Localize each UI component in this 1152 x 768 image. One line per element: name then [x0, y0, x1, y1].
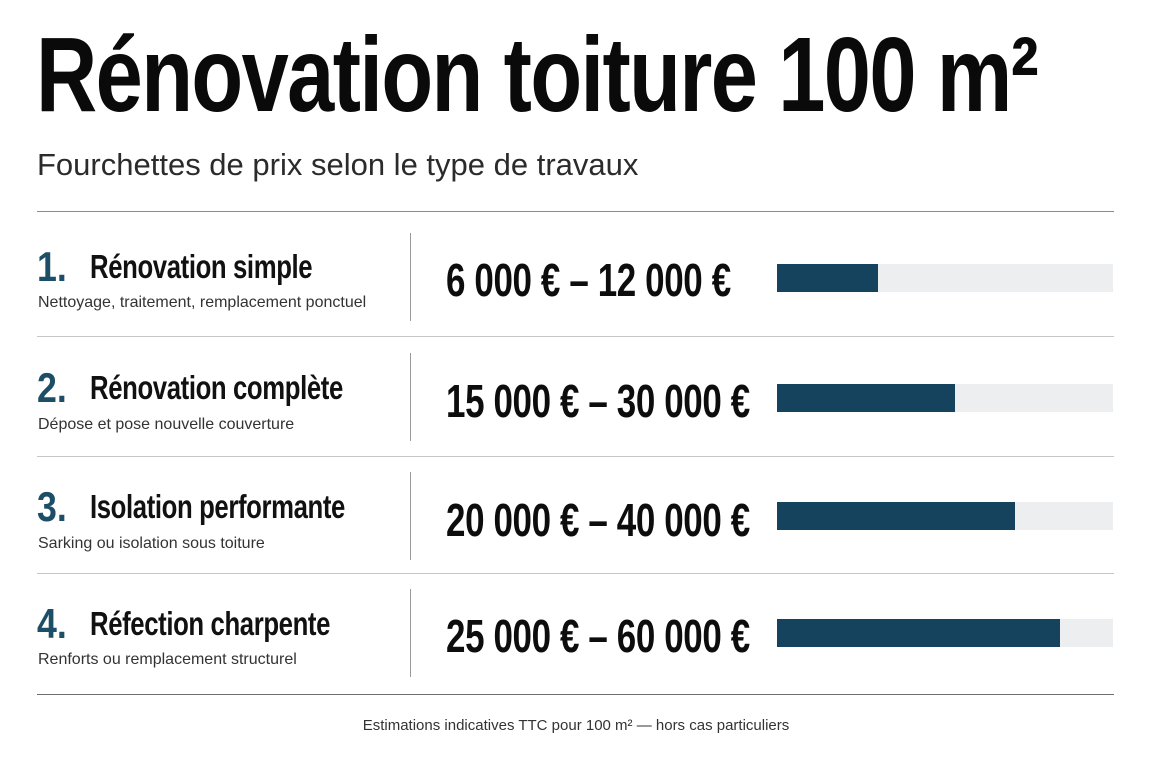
row-description: Sarking ou isolation sous toiture	[38, 535, 265, 552]
bottom-divider	[37, 694, 1114, 695]
row-separator	[37, 573, 1114, 574]
bar-rect	[777, 502, 1015, 530]
page-title: Rénovation toiture 100 m²	[36, 16, 1039, 134]
row-description: Nettoyage, traitement, remplacement ponc…	[38, 294, 367, 311]
row-description: Renforts ou remplacement structurel	[38, 651, 297, 668]
row-divider	[410, 353, 411, 441]
row-price-range: 20 000 € – 40 000 €	[446, 494, 750, 546]
bar-rect	[777, 384, 955, 412]
row-category-label: Rénovation complète	[90, 369, 343, 406]
row-category-label: Rénovation simple	[90, 248, 313, 285]
bar-track	[777, 502, 1113, 530]
footnote: Estimations indicatives TTC pour 100 m² …	[362, 717, 790, 734]
row-category-label: Réfection charpente	[90, 605, 331, 642]
row-number: 2.	[37, 364, 67, 411]
row-divider	[410, 472, 411, 560]
row-description: Dépose et pose nouvelle couverture	[38, 416, 295, 433]
bar-track	[777, 384, 1113, 412]
row-price-range: 15 000 € – 30 000 €	[446, 375, 750, 427]
row-separator	[37, 456, 1114, 457]
bar-track	[777, 619, 1113, 647]
row-price-range: 25 000 € – 60 000 €	[446, 610, 750, 662]
top-divider	[37, 211, 1114, 212]
row-divider	[410, 589, 411, 677]
row-separator	[37, 336, 1114, 337]
bar-rect	[777, 264, 878, 292]
row-category-label: Isolation performante	[90, 488, 345, 525]
row-number: 4.	[37, 600, 67, 647]
row-divider	[410, 233, 411, 321]
row-number: 3.	[37, 483, 67, 530]
bar-rect	[777, 619, 1060, 647]
row-number: 1.	[37, 243, 67, 290]
bar-track	[777, 264, 1113, 292]
page-subtitle: Fourchettes de prix selon le type de tra…	[37, 147, 639, 182]
row-price-range: 6 000 € – 12 000 €	[446, 254, 731, 306]
